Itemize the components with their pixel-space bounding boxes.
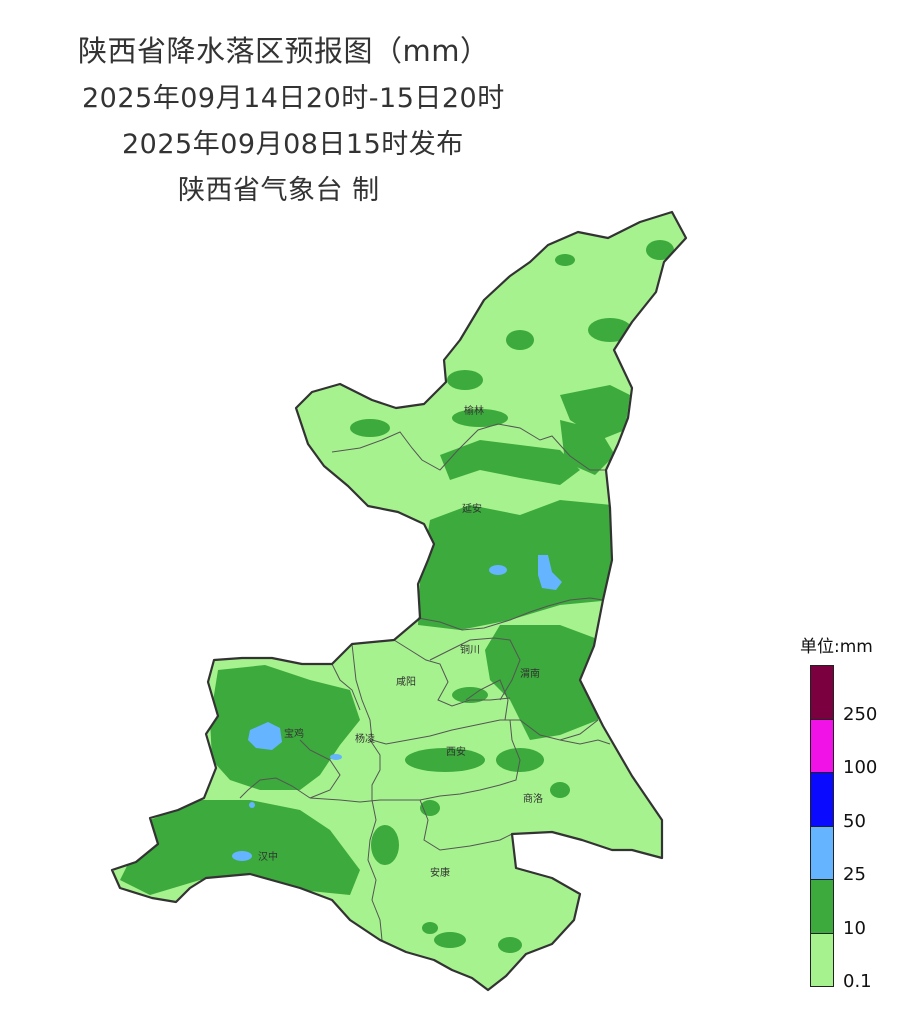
legend-swatch [810, 825, 834, 880]
producer: 陕西省气象台 制 [178, 175, 380, 206]
city-label-yangling: 杨凌 [355, 732, 375, 745]
city-label-ankang: 安康 [430, 866, 450, 879]
city-label-xianyang: 咸阳 [396, 676, 416, 688]
moderate-rain-zones [120, 240, 674, 953]
province-fill [112, 212, 686, 990]
heavy-rain-zones [232, 555, 562, 861]
city-label-tongchuan: 铜川 [460, 644, 480, 656]
legend-tick-label: 25 [843, 864, 866, 885]
city-label-xian: 西安 [446, 745, 466, 758]
city-label-weinan: 渭南 [520, 667, 540, 680]
legend-tick-label: 10 [843, 917, 866, 939]
legend-title: 单位:mm [800, 637, 873, 657]
legend-swatch [810, 718, 834, 773]
legend-tick-label: 250 [843, 703, 878, 725]
legend-tick-label: 100 [843, 757, 878, 778]
province-outline [110, 210, 688, 992]
legend-swatch [810, 772, 834, 827]
issue-time: 2025年09月08日15时发布 [122, 129, 464, 160]
forecast-period: 2025年09月14日20时-15日20时 [82, 83, 505, 114]
legend-tick-label: 50 [843, 810, 866, 832]
map-title: 陕西省降水落区预报图（mm） [78, 34, 490, 68]
city-labels: 榆林 延安 铜川 渭南 咸阳 宝鸡 杨凌 西安 商洛 汉中 安康 [258, 404, 543, 879]
city-label-shangluo: 商洛 [523, 792, 543, 805]
legend-swatch [810, 932, 834, 987]
legend-tick-label: 0.1 [843, 971, 872, 992]
prefecture-boundaries [239, 423, 611, 941]
legend-swatch [810, 879, 834, 934]
city-label-yanan: 延安 [462, 502, 482, 515]
city-label-yulin: 榆林 [464, 404, 484, 417]
city-label-baoji: 宝鸡 [284, 727, 304, 740]
legend-swatch [810, 665, 834, 720]
city-label-hanzhong: 汉中 [258, 850, 278, 863]
